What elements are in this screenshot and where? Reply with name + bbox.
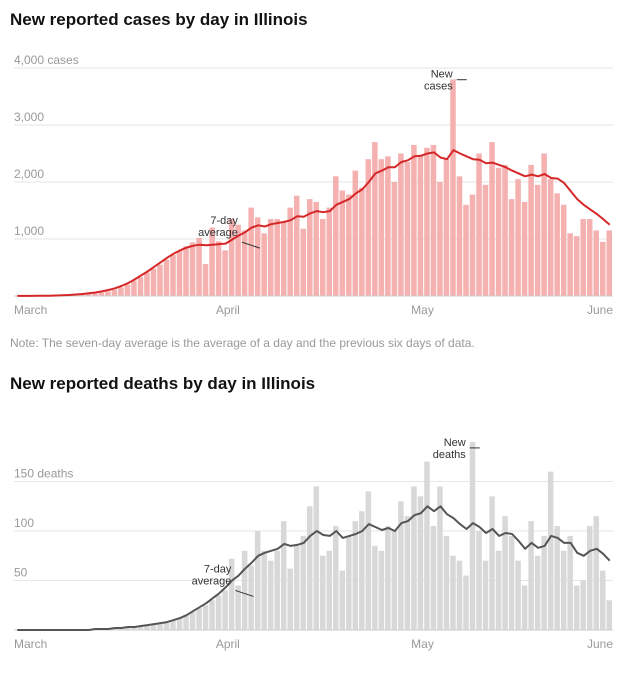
svg-text:150 deaths: 150 deaths <box>14 467 73 481</box>
svg-text:New: New <box>431 69 453 81</box>
svg-text:New: New <box>444 437 466 449</box>
deaths-chart: 50 100 150 deaths March April May June 7-dayave… <box>10 402 617 652</box>
svg-text:May: May <box>411 303 434 317</box>
svg-text:3,000: 3,000 <box>14 110 44 124</box>
svg-text:March: March <box>14 303 47 317</box>
svg-text:average: average <box>198 227 238 239</box>
svg-text:June: June <box>587 637 613 651</box>
cases-chart-title: New reported cases by day in Illinois <box>10 10 617 30</box>
svg-text:April: April <box>216 303 240 317</box>
cases-chart-svg: 1,000 2,000 3,000 4,000 cases March April May J… <box>10 38 617 318</box>
svg-text:2,000: 2,000 <box>14 167 44 181</box>
svg-text:cases: cases <box>424 81 453 93</box>
svg-text:1,000: 1,000 <box>14 224 44 238</box>
deaths-chart-title: New reported deaths by day in Illinois <box>10 374 617 394</box>
svg-text:4,000 cases: 4,000 cases <box>14 53 79 67</box>
svg-text:50: 50 <box>14 566 28 580</box>
cases-chart-block: New reported cases by day in Illinois 1,… <box>10 10 617 318</box>
svg-text:7-day: 7-day <box>210 215 238 227</box>
deaths-chart-svg: 50 100 150 deaths March April May June 7-dayave… <box>10 402 617 652</box>
deaths-chart-block: New reported deaths by day in Illinois 5… <box>10 374 617 652</box>
svg-text:May: May <box>411 637 434 651</box>
svg-text:June: June <box>587 303 613 317</box>
footnote: Note: The seven-day average is the avera… <box>10 336 617 350</box>
cases-chart: 1,000 2,000 3,000 4,000 cases March April May J… <box>10 38 617 318</box>
svg-text:average: average <box>192 575 232 587</box>
svg-text:7-day: 7-day <box>204 563 232 575</box>
svg-text:100: 100 <box>14 516 34 530</box>
svg-text:April: April <box>216 637 240 651</box>
svg-text:March: March <box>14 637 47 651</box>
svg-text:deaths: deaths <box>433 449 467 461</box>
